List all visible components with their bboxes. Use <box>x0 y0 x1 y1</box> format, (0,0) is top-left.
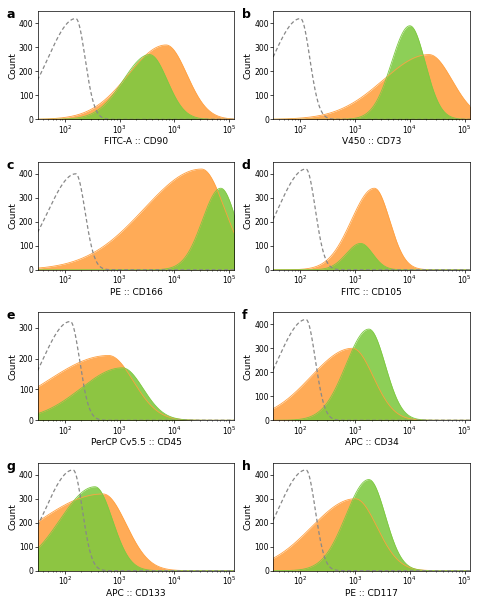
X-axis label: PE :: CD117: PE :: CD117 <box>345 588 397 598</box>
X-axis label: FITC-A :: CD90: FITC-A :: CD90 <box>104 138 168 146</box>
Y-axis label: Count: Count <box>243 504 252 530</box>
Text: g: g <box>6 459 15 473</box>
Y-axis label: Count: Count <box>243 202 252 229</box>
X-axis label: PE :: CD166: PE :: CD166 <box>109 288 162 297</box>
Text: d: d <box>241 159 250 171</box>
Text: e: e <box>6 309 14 322</box>
Y-axis label: Count: Count <box>8 504 17 530</box>
Y-axis label: Count: Count <box>243 52 252 79</box>
Text: a: a <box>6 8 14 21</box>
X-axis label: PerCP Cv5.5 :: CD45: PerCP Cv5.5 :: CD45 <box>90 438 181 447</box>
Y-axis label: Count: Count <box>8 202 17 229</box>
Text: h: h <box>241 459 250 473</box>
Text: f: f <box>241 309 247 322</box>
Y-axis label: Count: Count <box>8 353 17 380</box>
X-axis label: V450 :: CD73: V450 :: CD73 <box>341 138 400 146</box>
Text: c: c <box>6 159 13 171</box>
Y-axis label: Count: Count <box>8 52 17 79</box>
X-axis label: APC :: CD34: APC :: CD34 <box>344 438 397 447</box>
Y-axis label: Count: Count <box>243 353 252 380</box>
X-axis label: FITC :: CD105: FITC :: CD105 <box>340 288 401 297</box>
Text: b: b <box>241 8 250 21</box>
X-axis label: APC :: CD133: APC :: CD133 <box>106 588 166 598</box>
